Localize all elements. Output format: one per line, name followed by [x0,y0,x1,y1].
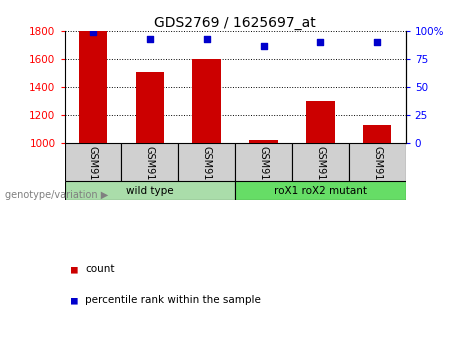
Text: roX1 roX2 mutant: roX1 roX2 mutant [274,186,367,196]
Bar [121,143,178,181]
Bar [178,143,235,181]
Text: ■: ■ [71,295,78,305]
Point [260,43,267,48]
Text: wild type: wild type [126,186,174,196]
Text: percentile rank within the sample: percentile rank within the sample [85,295,261,305]
Text: GSM91135: GSM91135 [145,146,155,199]
Point [203,36,210,42]
Text: GSM91121: GSM91121 [315,146,325,199]
Text: count: count [85,264,115,274]
Bar [249,140,278,143]
Title: GDS2769 / 1625697_at: GDS2769 / 1625697_at [154,16,316,30]
Bar [65,143,121,181]
Text: ■: ■ [71,264,78,274]
Text: GSM91138: GSM91138 [201,146,212,199]
Bar [349,143,406,181]
Point [317,39,324,45]
Text: GSM91133: GSM91133 [88,146,98,199]
Bar [65,181,235,200]
Text: GSM91131: GSM91131 [372,146,382,199]
Point [373,39,381,45]
Point [89,29,97,35]
Point [146,36,154,42]
Bar [235,181,406,200]
Bar [292,143,349,181]
Bar [306,101,335,143]
Text: genotype/variation ▶: genotype/variation ▶ [5,190,108,200]
Bar [193,59,221,143]
Bar [136,71,164,143]
Bar [363,125,391,143]
Bar [235,143,292,181]
Text: GSM91119: GSM91119 [259,146,269,199]
Bar [79,31,107,143]
